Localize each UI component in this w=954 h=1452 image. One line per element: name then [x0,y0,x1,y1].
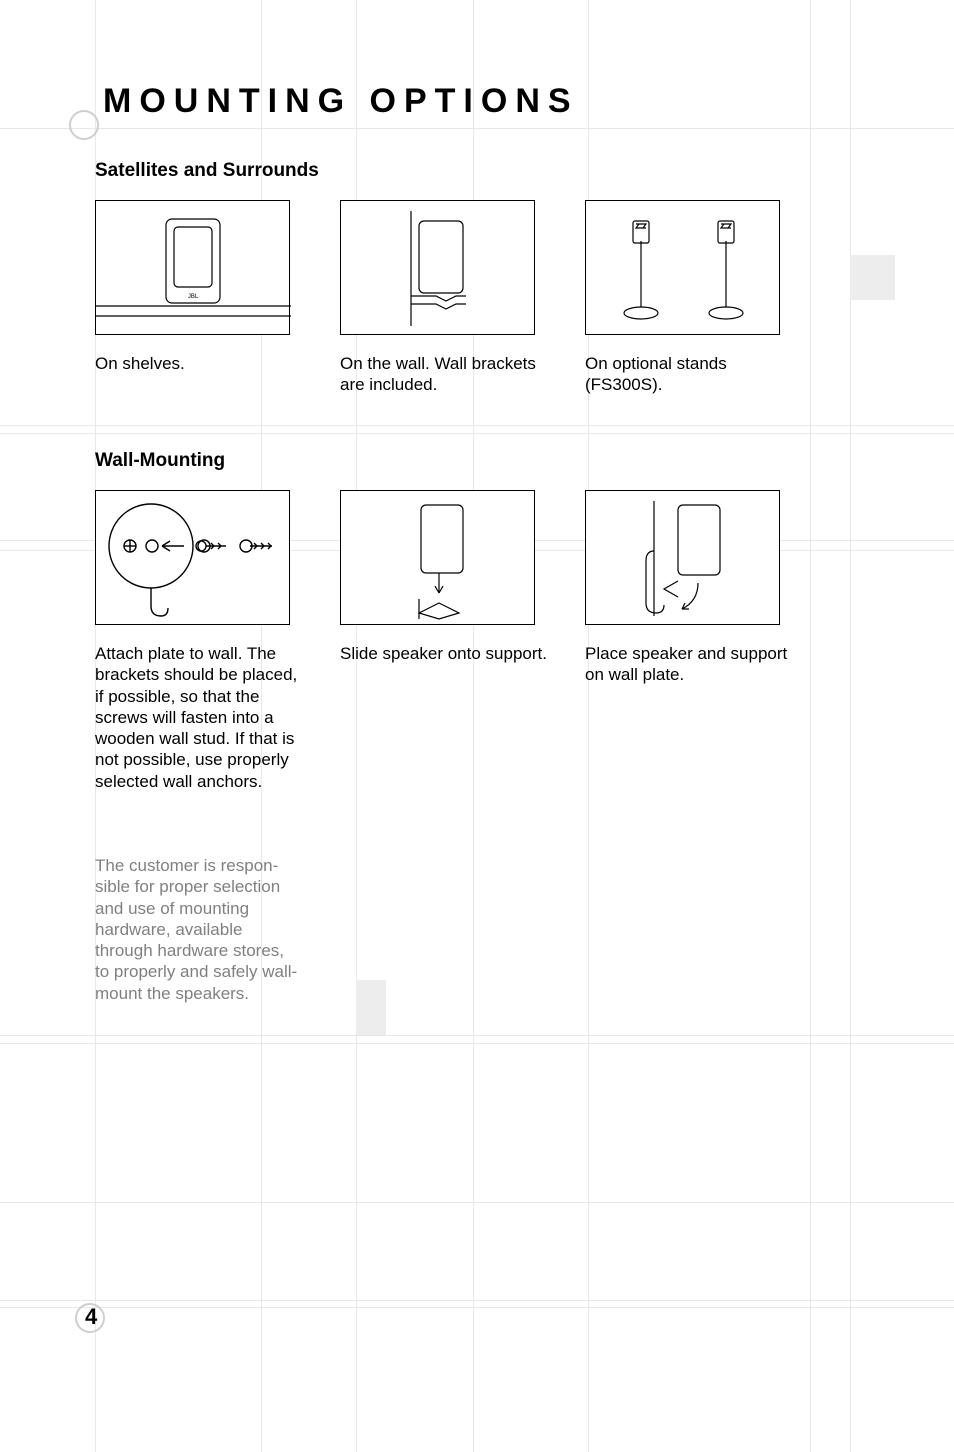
text-customer-responsibility: The customer is respon-sible for proper … [95,855,300,1004]
caption-on-stands: On optional stands (FS300S). [585,353,795,396]
text-attach-plate: Attach plate to wall. The brackets shoul… [95,643,300,792]
decor-circle-icon [69,110,99,140]
figure-place-on-plate [585,490,780,625]
gridline-h [0,425,954,426]
caption-on-wall: On the wall. Wall brackets are included. [340,353,550,396]
figure-on-stands [585,200,780,335]
gridline-h [0,1202,954,1203]
gridline-h [0,1043,954,1044]
heading-satellites: Satellites and Surrounds [95,160,319,182]
gridline-v [810,0,811,1452]
decor-block [356,980,386,1035]
page-number: 4 [85,1304,97,1330]
page-title: MOUNTING OPTIONS [103,82,579,121]
caption-slide-speaker: Slide speaker onto support. [340,643,560,664]
gridline-h [0,128,954,129]
decor-block [850,255,895,300]
gridline-h [0,1307,954,1308]
gridline-h [0,1300,954,1301]
gridline-v [850,0,851,1452]
caption-on-shelves: On shelves. [95,353,295,374]
caption-place-on-plate: Place speaker and support on wall plate. [585,643,795,686]
figure-on-wall [340,200,535,335]
figure-on-shelves: JBL [95,200,290,335]
svg-text:JBL: JBL [188,294,199,300]
gridline-h [0,1035,954,1036]
figure-wall-plate [95,490,290,625]
heading-wall-mounting: Wall-Mounting [95,450,225,472]
gridline-h [0,433,954,434]
figure-slide-speaker [340,490,535,625]
